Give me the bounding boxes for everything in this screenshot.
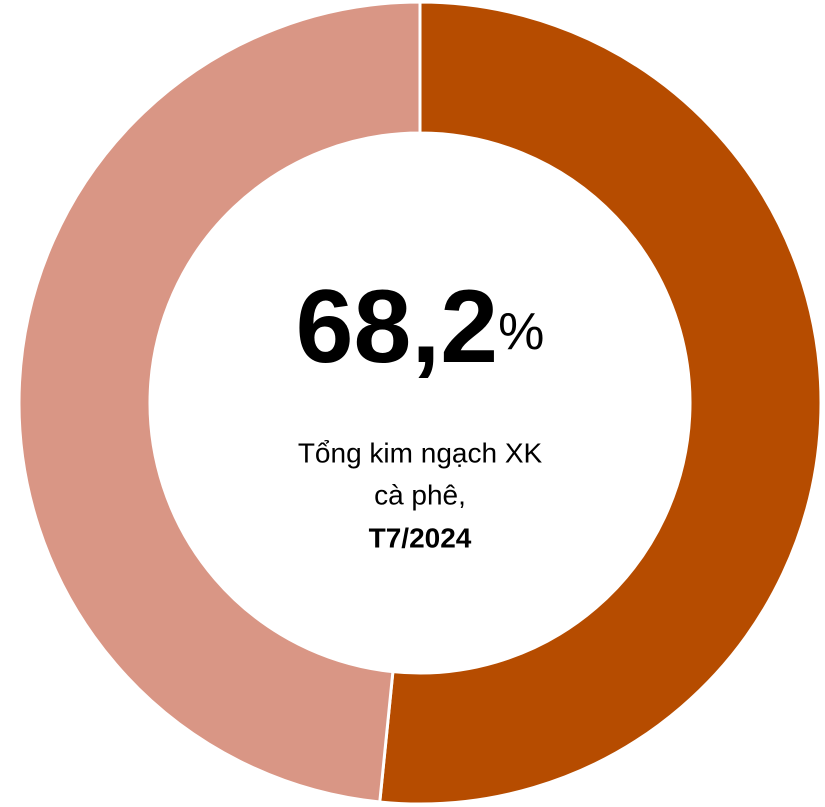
center-line: Tổng kim ngạch XK (298, 437, 543, 468)
center-unit: % (498, 303, 544, 361)
center-line: cà phê, (374, 479, 466, 510)
donut-slice (17, 0, 422, 804)
center-label: 68,2% (296, 269, 545, 385)
center-value: 68,2 (296, 269, 498, 385)
donut-slice (378, 0, 823, 806)
center-line: T7/2024 (369, 522, 472, 553)
donut (17, 0, 823, 806)
